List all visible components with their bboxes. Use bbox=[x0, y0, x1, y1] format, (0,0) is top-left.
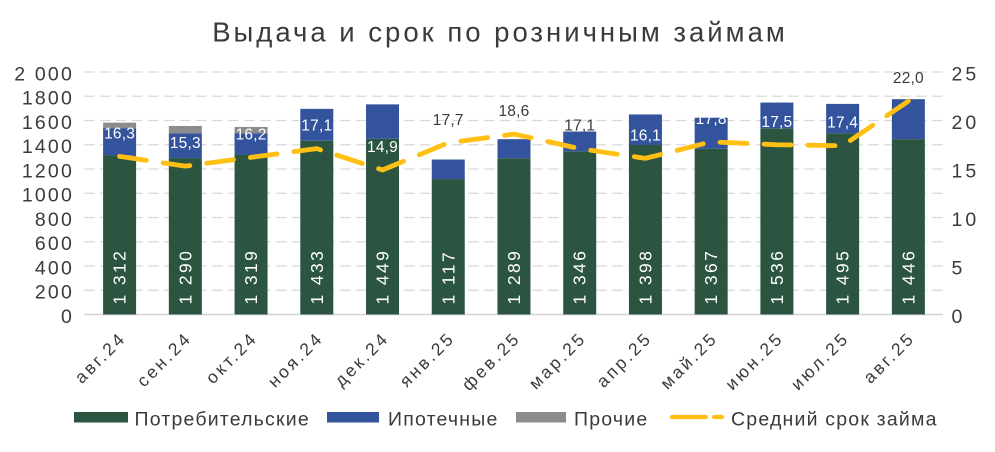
svg-text:1 536: 1 536 bbox=[767, 249, 787, 305]
svg-text:1600: 1600 bbox=[22, 112, 74, 134]
svg-text:1 117: 1 117 bbox=[438, 250, 458, 305]
svg-text:1200: 1200 bbox=[22, 160, 74, 182]
svg-text:17,4: 17,4 bbox=[827, 115, 858, 132]
svg-text:16,2: 16,2 bbox=[236, 126, 267, 143]
svg-text:17,8: 17,8 bbox=[696, 111, 727, 128]
svg-text:1 319: 1 319 bbox=[241, 249, 261, 305]
svg-text:2 000: 2 000 bbox=[14, 63, 74, 85]
svg-text:600: 600 bbox=[35, 233, 74, 255]
svg-text:Средний срок займа: Средний срок займа bbox=[731, 408, 938, 430]
svg-text:1 398: 1 398 bbox=[635, 249, 655, 305]
svg-text:20: 20 bbox=[952, 112, 980, 134]
svg-text:17,1: 17,1 bbox=[301, 118, 332, 135]
svg-text:Выдача и срок по розничным зай: Выдача и срок по розничным займам bbox=[212, 17, 788, 48]
svg-text:25: 25 bbox=[952, 63, 980, 85]
svg-text:400: 400 bbox=[35, 257, 74, 279]
svg-text:5: 5 bbox=[952, 257, 966, 279]
svg-text:200: 200 bbox=[35, 282, 74, 304]
svg-text:15: 15 bbox=[952, 160, 980, 182]
svg-text:1 312: 1 312 bbox=[110, 249, 130, 305]
svg-text:15,3: 15,3 bbox=[170, 135, 201, 152]
svg-text:Ипотечные: Ипотечные bbox=[388, 408, 499, 430]
svg-text:1 290: 1 290 bbox=[175, 249, 195, 305]
svg-text:0: 0 bbox=[952, 306, 966, 328]
svg-text:1 495: 1 495 bbox=[833, 249, 853, 305]
svg-text:18,6: 18,6 bbox=[498, 103, 529, 120]
svg-text:Прочие: Прочие bbox=[574, 408, 648, 430]
svg-text:17,1: 17,1 bbox=[564, 118, 595, 135]
svg-text:1400: 1400 bbox=[22, 136, 74, 158]
svg-text:800: 800 bbox=[35, 209, 74, 231]
svg-text:1 433: 1 433 bbox=[307, 249, 327, 305]
svg-text:22,0: 22,0 bbox=[893, 70, 924, 87]
svg-text:17,7: 17,7 bbox=[433, 112, 464, 129]
svg-text:17,5: 17,5 bbox=[761, 114, 792, 131]
svg-text:0: 0 bbox=[61, 306, 74, 328]
svg-text:1 367: 1 367 bbox=[701, 249, 721, 305]
svg-text:1 449: 1 449 bbox=[373, 249, 393, 305]
svg-text:16,1: 16,1 bbox=[630, 127, 661, 144]
svg-text:1000: 1000 bbox=[22, 185, 74, 207]
svg-text:10: 10 bbox=[952, 209, 980, 231]
svg-text:1800: 1800 bbox=[22, 88, 74, 110]
svg-text:14,9: 14,9 bbox=[367, 139, 398, 156]
svg-text:1 346: 1 346 bbox=[570, 249, 590, 305]
svg-text:1 446: 1 446 bbox=[898, 249, 918, 305]
svg-text:Потребительские: Потребительские bbox=[135, 408, 310, 430]
svg-text:16,3: 16,3 bbox=[104, 125, 135, 142]
svg-text:1 289: 1 289 bbox=[504, 249, 524, 305]
